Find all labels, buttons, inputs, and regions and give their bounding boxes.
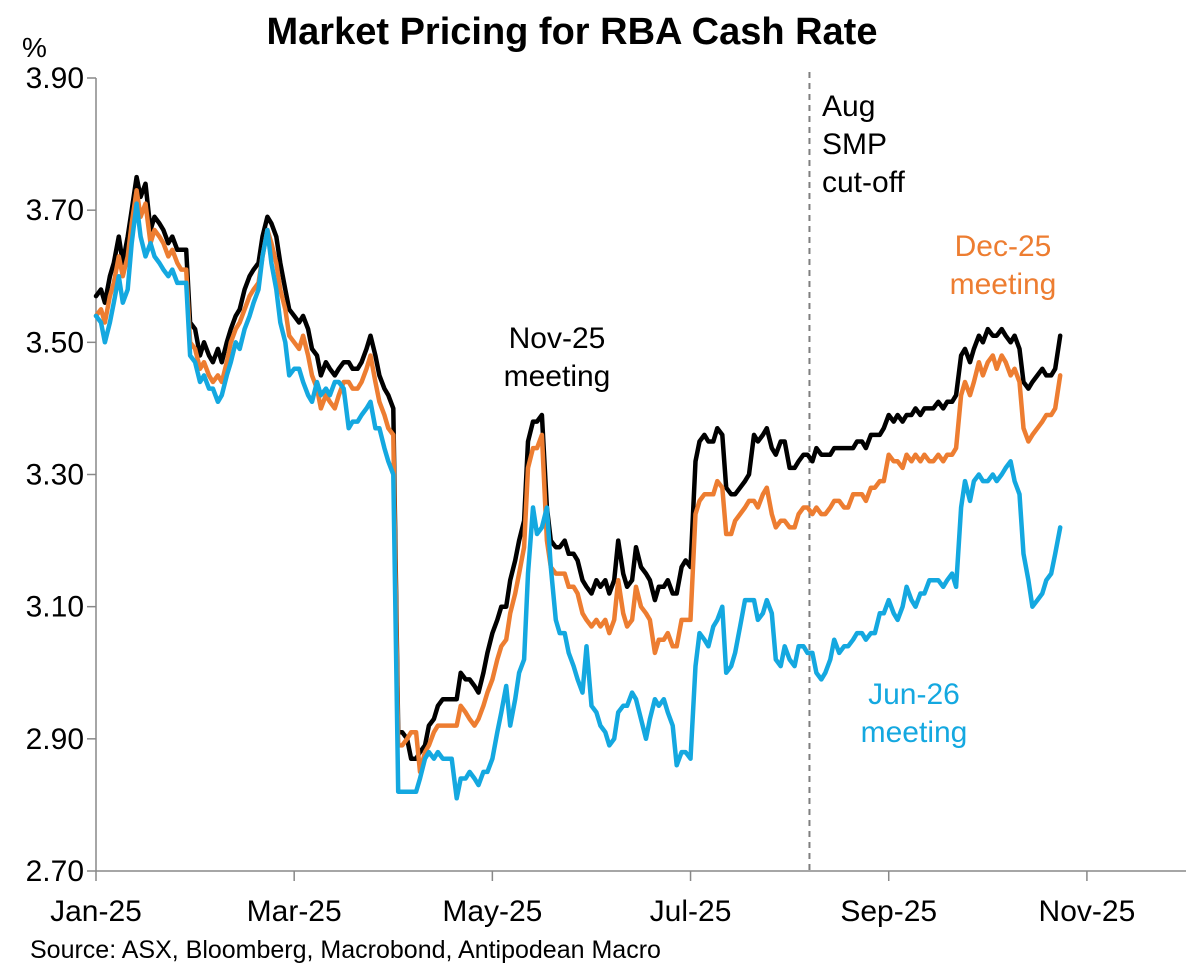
y-tick-label: 3.30	[26, 459, 84, 492]
y-axis-unit: %	[22, 32, 47, 63]
annotation-nov-25: Nov-25	[509, 322, 606, 355]
annotation-aug-smp: cut-off	[822, 166, 905, 199]
chart-title: Market Pricing for RBA Cash Rate	[267, 11, 878, 53]
y-tick-label: 3.10	[26, 591, 84, 624]
annotation-jun-26: meeting	[861, 716, 968, 749]
series-layer	[93, 174, 1063, 801]
annotation-aug-smp: SMP	[822, 128, 887, 161]
y-tick-label: 3.90	[26, 62, 84, 95]
x-tick-label: Nov-25	[1039, 895, 1136, 928]
series-line-jun-26-meeting	[93, 201, 1063, 801]
x-tick-label: Jul-25	[650, 895, 732, 928]
x-tick-label: May-25	[442, 895, 542, 928]
x-tick-label: Sep-25	[840, 895, 937, 928]
annotations: Aug SMP cut-off Nov-25 meeting Dec-25 meeting J…	[504, 90, 1057, 749]
annotation-nov-25: meeting	[504, 360, 611, 393]
y-tick-label: 3.70	[26, 194, 84, 227]
axes: 2.70 2.90 3.10 3.30 3.50 3.70 3.90 Jan-25 Mar-25…	[26, 62, 1186, 928]
y-tick-label: 2.70	[26, 855, 84, 888]
annotation-dec-25: meeting	[950, 268, 1057, 301]
y-tick-label: 3.50	[26, 326, 84, 359]
source-note: Source: ASX, Bloomberg, Macrobond, Antip…	[30, 936, 661, 964]
annotation-jun-26: Jun-26	[868, 678, 960, 711]
annotation-dec-25: Dec-25	[955, 230, 1052, 263]
annotation-aug-smp: Aug	[822, 90, 875, 123]
x-tick-label: Jan-25	[50, 895, 142, 928]
series-line-nov-25-meeting	[93, 174, 1063, 761]
y-tick-label: 2.90	[26, 723, 84, 756]
x-tick-label: Mar-25	[247, 895, 342, 928]
